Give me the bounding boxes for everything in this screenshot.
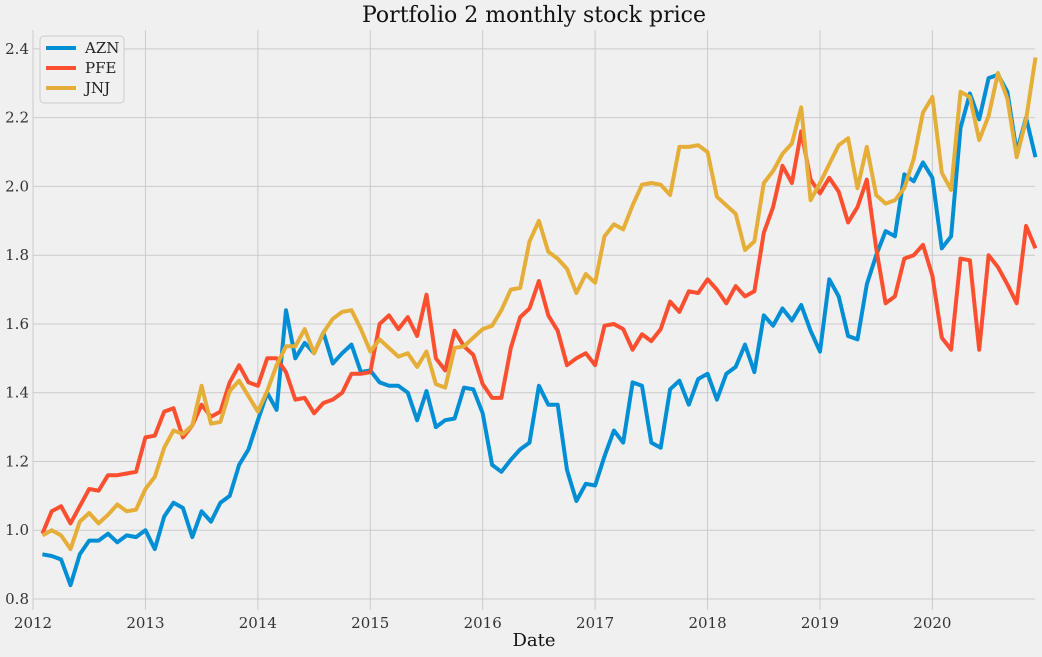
y-tick-label: 1.8 (5, 246, 29, 264)
y-tick-label: 2.0 (5, 177, 29, 195)
y-tick-label: 0.8 (5, 590, 29, 608)
x-tick-label: 2014 (239, 614, 277, 632)
x-tick-label: 2015 (351, 614, 389, 632)
legend-label: PFE (85, 59, 116, 77)
y-tick-label: 2.4 (5, 40, 29, 58)
series-line-azn (42, 72, 1038, 588)
series-lines (40, 57, 1038, 588)
x-tick-label: 2019 (801, 614, 839, 632)
series-line-jnj (41, 57, 1038, 552)
y-tick-label: 1.6 (5, 315, 29, 333)
x-tick-label: 2013 (126, 614, 164, 632)
x-tick-label: 2017 (576, 614, 614, 632)
x-tick-label: 2020 (913, 614, 951, 632)
x-axis-ticks: 2012 2013 2014 2015 2016 2017 2018 2019 2020 (14, 614, 952, 632)
y-tick-label: 1.0 (5, 521, 29, 539)
legend-label: AZN (84, 39, 119, 57)
legend-label: JNJ (83, 79, 110, 97)
x-axis-label: Date (512, 630, 555, 651)
legend: AZN PFE JNJ (39, 35, 125, 104)
y-tick-label: 2.2 (5, 109, 29, 127)
chart-title: Portfolio 2 monthly stock price (362, 3, 706, 28)
series-line-pfe (40, 129, 1038, 535)
y-axis-ticks: 0.8 1.0 1.2 1.4 1.6 1.8 2.0 2.2 2.4 (5, 40, 29, 608)
y-tick-label: 1.4 (5, 384, 29, 402)
grid (32, 30, 1035, 610)
x-tick-label: 2012 (14, 614, 52, 632)
x-tick-label: 2018 (688, 614, 726, 632)
y-tick-label: 1.2 (5, 452, 29, 470)
x-tick-label: 2016 (464, 614, 502, 632)
